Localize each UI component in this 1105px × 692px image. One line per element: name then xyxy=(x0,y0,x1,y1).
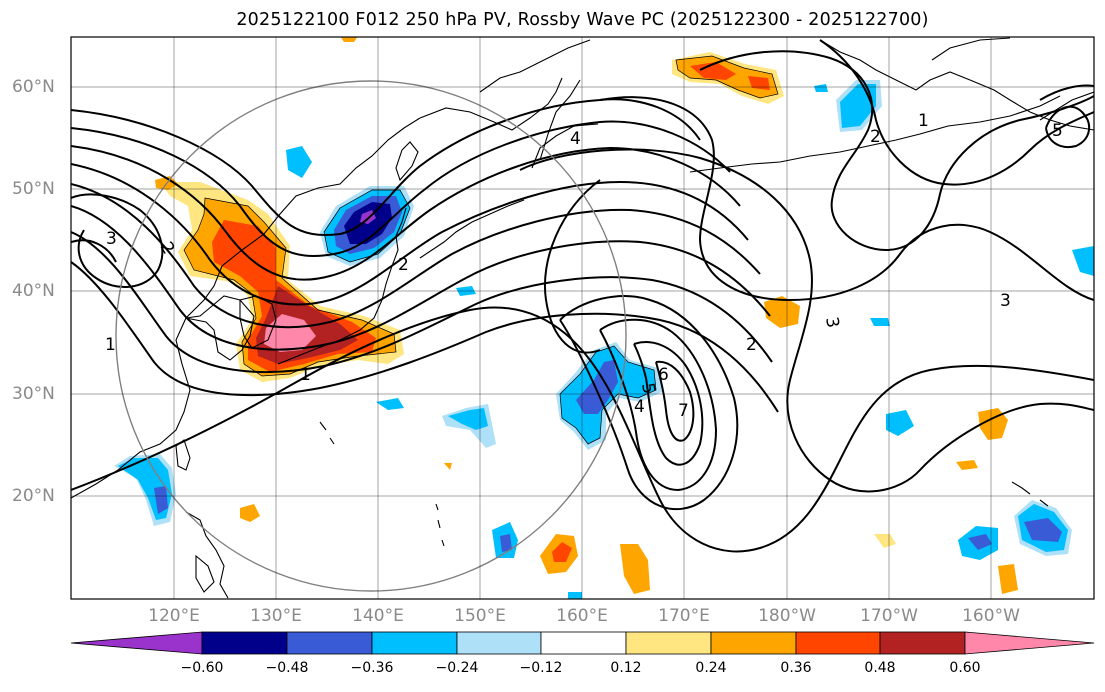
contour-label: 2 xyxy=(746,335,757,355)
chart-title: 2025122100 F012 250 hPa PV, Rossby Wave … xyxy=(236,10,929,30)
anomaly-positive-bering-red xyxy=(690,62,770,90)
contour-labels: 1 1 2 2 2 3 3 3 4 4 5 5 6 7 1 2 xyxy=(105,111,1063,421)
positive-anomalies xyxy=(155,37,1018,594)
anomaly-positive-small-4 xyxy=(874,534,896,548)
anomaly-negative-small-4 xyxy=(456,286,476,296)
colorbar-swatch xyxy=(201,631,288,655)
colorbar-swatch xyxy=(879,631,966,655)
anomaly-negative-taiwan-blue xyxy=(154,486,168,514)
lon-label: 170°E xyxy=(658,606,710,626)
contour-label: 6 xyxy=(658,365,669,385)
graticule xyxy=(71,37,1094,599)
anomaly-positive-small-6 xyxy=(444,463,452,470)
lon-label: 150°E xyxy=(454,606,506,626)
colorbar xyxy=(70,631,1095,655)
anomaly-negative-small-1 xyxy=(886,410,914,436)
colorbar-swatch xyxy=(795,631,881,655)
anomaly-positive-small-3 xyxy=(998,564,1018,594)
lat-label: 50°N xyxy=(12,179,55,199)
anomaly-negative-central-blue xyxy=(576,360,618,414)
lon-label: 160°W xyxy=(962,606,1020,626)
lat-label: 30°N xyxy=(12,384,55,404)
colorbar-swatch xyxy=(456,631,542,655)
contour-label: 4 xyxy=(570,129,581,149)
lat-label: 40°N xyxy=(12,281,55,301)
anomaly-negative-tropic-2b xyxy=(500,534,512,552)
map-frame xyxy=(70,36,1095,600)
colorbar-tick-label: −0.60 xyxy=(180,660,224,676)
anomaly-positive-marshall-red xyxy=(552,542,572,562)
anomaly-negative-hawaii-w-blue xyxy=(968,534,992,550)
anomaly-negative-okhotsk xyxy=(286,146,312,178)
colorbar-swatch xyxy=(710,631,797,655)
contour-label: 1 xyxy=(918,111,929,131)
lon-label: 120°E xyxy=(148,606,200,626)
anomaly-negative-tropic-1b xyxy=(448,408,488,430)
anomaly-negative-small-6 xyxy=(568,592,582,599)
anomaly-positive-wake xyxy=(620,544,650,594)
domain-circle xyxy=(115,80,627,592)
anomaly-outlines xyxy=(183,55,779,445)
anomaly-negative-small-3 xyxy=(376,398,404,410)
anomaly-positive-small-2 xyxy=(956,460,978,470)
colorbar-tick-label: −0.48 xyxy=(265,660,309,676)
anomaly-positive-hawaii-n xyxy=(978,408,1008,440)
colorbar-tick-label: 0.12 xyxy=(610,660,642,676)
colorbar-tick-label: 0.60 xyxy=(949,660,981,676)
anomaly-negative-hawaii-blue xyxy=(1024,518,1062,542)
colorbar-tick-label: −0.12 xyxy=(519,660,563,676)
anomaly-positive-small-1 xyxy=(240,504,260,522)
contour-label: 3 xyxy=(821,315,843,329)
colorbar-swatch xyxy=(371,631,458,655)
lon-label: 170°W xyxy=(860,606,918,626)
anomaly-negative-small-7 xyxy=(814,84,828,92)
anomaly-positive-small-5 xyxy=(340,37,358,42)
lon-label: 140°E xyxy=(352,606,404,626)
pv-contours xyxy=(71,39,1094,553)
contour-label: 2 xyxy=(398,255,409,275)
anomaly-negative-small-5 xyxy=(870,318,890,326)
contour-label: 4 xyxy=(634,397,645,417)
anomaly-positive-dateline xyxy=(764,296,800,328)
lon-label: 160°E xyxy=(556,606,608,626)
colorbar-tick-label: 0.48 xyxy=(864,660,896,676)
anomaly-positive-korea-pink xyxy=(264,314,316,352)
contour-label: 1 xyxy=(300,365,311,385)
contour-label: 5 xyxy=(1052,121,1063,141)
colorbar-extend-high xyxy=(964,631,1095,655)
contour-label: 1 xyxy=(105,335,116,355)
coastlines xyxy=(71,37,1094,599)
colorbar-extend-low xyxy=(70,631,203,655)
colorbar-swatch xyxy=(286,631,373,655)
contour-label: 2 xyxy=(870,127,881,147)
contour-label: 3 xyxy=(106,229,117,249)
colorbar-tick-label: −0.36 xyxy=(350,660,394,676)
colorbar-tick-label: 0.36 xyxy=(780,660,812,676)
contour-label: 7 xyxy=(678,401,689,421)
colorbar-swatch xyxy=(625,631,712,655)
lat-label: 60°N xyxy=(12,77,55,97)
lon-label: 130°E xyxy=(250,606,302,626)
map-background xyxy=(71,37,1094,599)
contour-label: 5 xyxy=(637,381,659,395)
contour-label: 3 xyxy=(1000,291,1011,311)
colorbar-tick-label: −0.24 xyxy=(435,660,479,676)
colorbar-swatch xyxy=(540,631,627,655)
anomaly-negative-small-2 xyxy=(1072,246,1094,276)
lon-label: 180°W xyxy=(758,606,816,626)
lat-label: 20°N xyxy=(12,486,55,506)
colorbar-tick-label: 0.24 xyxy=(695,660,727,676)
